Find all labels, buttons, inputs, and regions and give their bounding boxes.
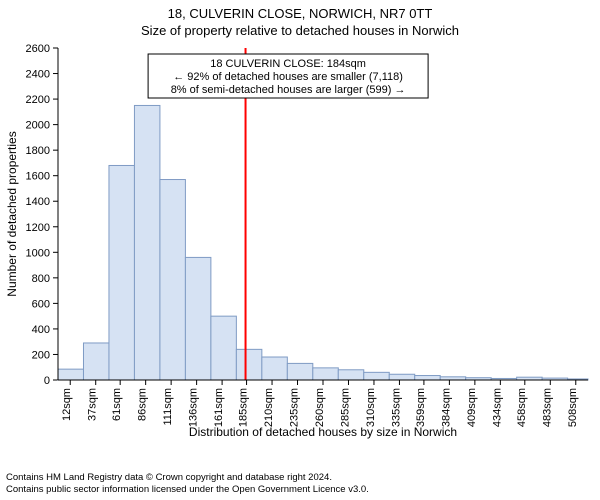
svg-text:1400: 1400 xyxy=(26,196,50,208)
x-tick-label: 434sqm xyxy=(491,388,503,427)
x-tick-label: 210sqm xyxy=(263,388,275,427)
svg-text:200: 200 xyxy=(32,349,50,361)
x-tick-label: 508sqm xyxy=(567,388,579,427)
histogram-bar xyxy=(389,374,414,380)
histogram-bar xyxy=(134,105,159,380)
svg-text:2600: 2600 xyxy=(26,43,50,55)
footer-line-1: Contains HM Land Registry data © Crown c… xyxy=(6,472,369,484)
x-tick-label: 458sqm xyxy=(516,388,528,427)
histogram-bar xyxy=(313,368,338,380)
x-tick-label: 12sqm xyxy=(61,388,73,421)
x-tick-label: 409sqm xyxy=(466,388,478,427)
x-tick-label: 111sqm xyxy=(162,388,174,426)
histogram-bar xyxy=(415,376,440,380)
histogram-bar xyxy=(160,180,185,380)
footer-line-2: Contains public sector information licen… xyxy=(6,484,369,496)
svg-text:2200: 2200 xyxy=(26,94,50,106)
x-tick-label: 285sqm xyxy=(339,388,351,427)
x-tick-label: 359sqm xyxy=(415,388,427,427)
title-address: 18, CULVERIN CLOSE, NORWICH, NR7 0TT xyxy=(0,6,600,21)
svg-text:400: 400 xyxy=(32,324,50,336)
x-tick-label: 161sqm xyxy=(213,388,225,427)
x-tick-label: 86sqm xyxy=(137,388,149,421)
x-axis-label: Distribution of detached houses by size … xyxy=(189,425,457,439)
histogram-bar xyxy=(185,257,210,380)
histogram-bar xyxy=(236,349,261,380)
x-tick-label: 185sqm xyxy=(238,388,250,427)
x-tick-label: 335sqm xyxy=(390,388,402,427)
histogram-bar xyxy=(211,316,236,380)
svg-text:1600: 1600 xyxy=(26,171,50,183)
histogram-bar xyxy=(364,372,389,380)
x-tick-label: 136sqm xyxy=(188,388,200,427)
histogram-svg: 0 200 400 600 800 1000 1200 1400 1600 1800 2000 220… xyxy=(0,42,600,472)
x-tick-label: 61sqm xyxy=(111,388,123,421)
histogram-bar xyxy=(338,370,363,380)
x-tick-label: 260sqm xyxy=(314,388,326,427)
histogram-bar xyxy=(287,363,312,380)
y-axis-label: Number of detached properties xyxy=(5,131,19,296)
x-tick-label: 384sqm xyxy=(440,388,452,427)
histogram-bar xyxy=(58,369,83,380)
x-tick-label: 37sqm xyxy=(87,388,99,421)
svg-text:0: 0 xyxy=(44,375,50,387)
svg-text:1200: 1200 xyxy=(26,222,50,234)
annotation-line-3: 8% of semi-detached houses are larger (5… xyxy=(171,84,406,96)
chart-container: 18, CULVERIN CLOSE, NORWICH, NR7 0TT Siz… xyxy=(0,0,600,500)
annotation-line-2: ← 92% of detached houses are smaller (7,… xyxy=(173,71,403,83)
svg-text:1800: 1800 xyxy=(26,145,50,157)
svg-text:800: 800 xyxy=(32,273,50,285)
annotation-line-1: 18 CULVERIN CLOSE: 184sqm xyxy=(210,58,366,70)
x-tick-label: 483sqm xyxy=(541,388,553,427)
histogram-bar xyxy=(83,343,108,380)
x-tick-label: 310sqm xyxy=(365,388,377,427)
svg-text:2400: 2400 xyxy=(26,69,50,81)
svg-text:1000: 1000 xyxy=(26,247,50,259)
histogram-bar xyxy=(109,165,134,380)
chart-area: 0 200 400 600 800 1000 1200 1400 1600 1800 2000 220… xyxy=(0,42,600,472)
footer-attribution: Contains HM Land Registry data © Crown c… xyxy=(6,472,369,496)
svg-text:600: 600 xyxy=(32,298,50,310)
histogram-bar xyxy=(262,357,287,380)
svg-text:2000: 2000 xyxy=(26,120,50,132)
title-block: 18, CULVERIN CLOSE, NORWICH, NR7 0TT Siz… xyxy=(0,0,600,38)
x-tick-label: 235sqm xyxy=(289,388,301,427)
title-subtitle: Size of property relative to detached ho… xyxy=(0,23,600,38)
